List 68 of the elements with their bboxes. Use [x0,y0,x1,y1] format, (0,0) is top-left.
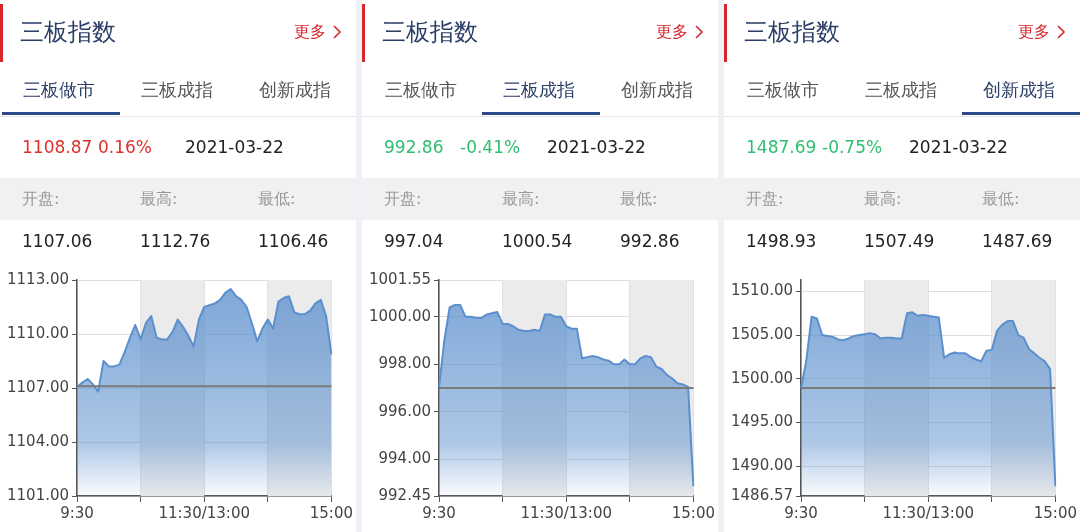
y-tick-label: 1510.00 [731,281,794,300]
x-tick-label: 15:00 [1033,503,1077,522]
y-tick-label: 1495.00 [731,412,794,431]
text: 0.16% [98,137,153,157]
y-tick-label: 1001.55 [369,269,432,288]
x-tick-label: 11:30/13:00 [520,503,612,522]
text: 三板成指 [502,78,576,102]
y-tick-label: 1490.00 [731,455,794,474]
text: 1507.49 [864,231,935,251]
y-tick-label: 1110.00 [7,323,70,342]
text: 三板成指 [864,78,938,102]
text: 997.04 [384,231,444,251]
text: 1498.93 [746,231,817,251]
text: 最低: [258,189,296,210]
x-tick-label: 15:00 [309,503,353,522]
y-tick-label: 1104.00 [7,431,70,450]
y-tick-label: 1000.00 [369,306,432,325]
y-tick-label: 998.00 [378,354,432,373]
text: 1108.87 [22,137,93,157]
y-tick-label: 996.00 [378,401,432,420]
text: 1112.76 [140,231,211,251]
text: 开盘: [384,189,422,210]
x-tick-label: 11:30/13:00 [158,503,250,522]
text: 1487.69 [982,231,1053,251]
chart-title: 三板指数 [20,17,116,48]
y-tick-label: 1101.00 [7,485,70,504]
text: 创新成指 [258,78,332,102]
text: -0.75% [822,137,883,157]
y-tick-label: 1486.57 [731,485,794,504]
text: 三板做市 [746,78,820,102]
text: 2021-03-22 [185,137,284,157]
text: 最低: [620,189,658,210]
y-tick-label: 1107.00 [7,377,70,396]
text: 1106.46 [258,231,329,251]
y-tick-label: 1113.00 [7,269,70,288]
x-tick-label: 9:30 [784,503,818,522]
chart-title: 三板指数 [744,17,840,48]
text: 创新成指 [982,78,1056,102]
x-tick-label: 9:30 [422,503,456,522]
text: 开盘: [22,189,60,210]
y-tick-label: 994.00 [378,449,432,468]
text: 创新成指 [620,78,694,102]
x-tick-label: 11:30/13:00 [882,503,974,522]
text: 992.86 [620,231,680,251]
text: 1000.54 [502,231,573,251]
text: -0.41% [460,137,521,157]
y-tick-label: 1505.00 [731,324,794,343]
text: 1487.69 [746,137,817,157]
x-tick-label: 15:00 [671,503,715,522]
chart-title: 三板指数 [382,17,478,48]
text: 更多 [656,22,688,43]
text: 更多 [1018,22,1050,43]
text: 最高: [864,189,902,210]
x-tick-label: 9:30 [60,503,94,522]
text: 三板做市 [384,78,458,102]
text: 最高: [502,189,540,210]
text: 开盘: [746,189,784,210]
y-tick-label: 1500.00 [731,368,794,387]
text: 最高: [140,189,178,210]
text: 最低: [982,189,1020,210]
text: 三板成指 [140,78,214,102]
text: 三板做市 [22,78,96,102]
text: 2021-03-22 [909,137,1008,157]
text: 992.86 [384,137,444,157]
text: 2021-03-22 [547,137,646,157]
text: 更多 [294,22,326,43]
text: 1107.06 [22,231,93,251]
y-tick-label: 992.45 [378,485,432,504]
